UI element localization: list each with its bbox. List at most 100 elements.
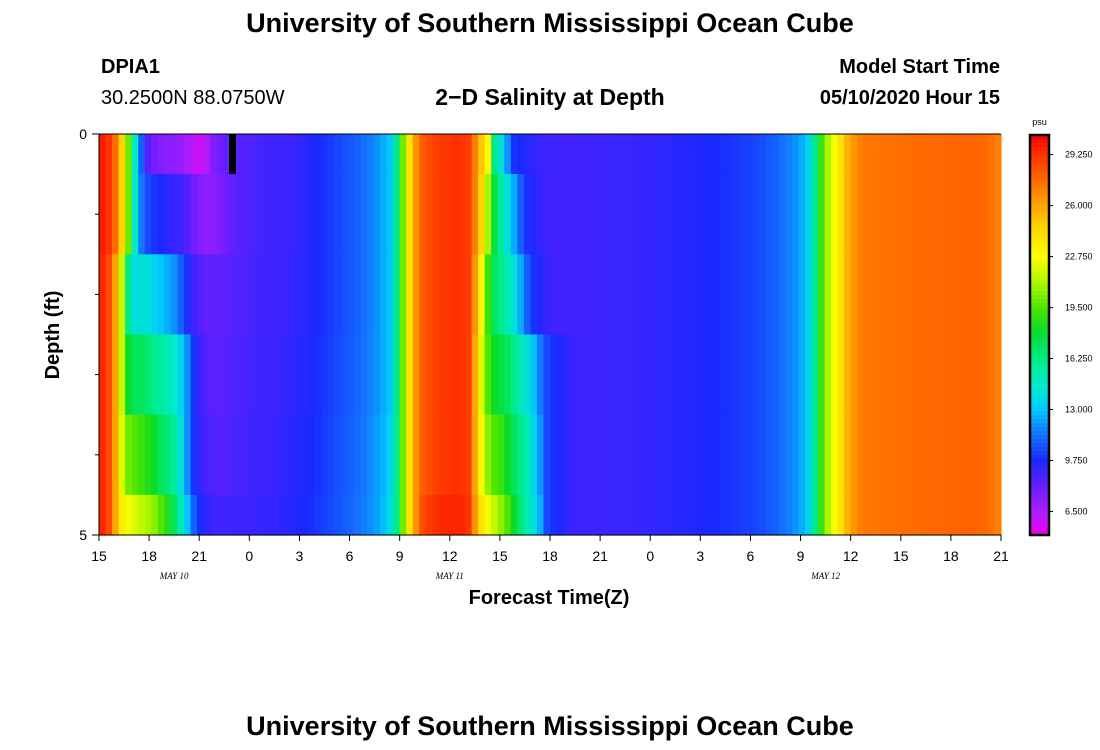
heatmap-cell — [563, 414, 571, 496]
heatmap-cell — [471, 254, 479, 336]
heatmap-cell — [471, 494, 479, 536]
x-tick-label: 18 — [943, 548, 959, 564]
heatmap-cell — [249, 134, 257, 175]
heatmap-cell — [733, 414, 741, 496]
heatmap-cell — [700, 494, 708, 536]
heatmap-cell — [334, 334, 342, 416]
colorbar-segment — [1030, 455, 1049, 460]
heatmap-cell — [164, 174, 172, 255]
heatmap-cell — [661, 334, 669, 416]
heatmap-cell — [543, 414, 551, 496]
heatmap-cell — [242, 494, 250, 536]
heatmap-cell — [236, 254, 244, 336]
colorbar-segment — [1030, 315, 1049, 320]
heatmap-cell — [569, 334, 577, 416]
heatmap-cell — [478, 134, 486, 175]
heatmap-cell — [203, 134, 211, 175]
heatmap-cell — [713, 134, 721, 175]
heatmap-cell — [380, 334, 388, 416]
heatmap-cell — [687, 414, 695, 496]
heatmap-cell — [523, 414, 531, 496]
heatmap-cell — [791, 334, 799, 416]
heatmap-cell — [438, 334, 447, 416]
colorbar-segment — [1030, 175, 1049, 180]
heatmap-cell — [478, 174, 486, 255]
heatmap-cell — [425, 334, 433, 416]
heatmap-cell — [961, 254, 969, 336]
heatmap-cell — [216, 494, 224, 536]
heatmap-cell — [157, 174, 165, 255]
heatmap-cell — [425, 174, 433, 255]
heatmap-cell — [275, 174, 283, 255]
colorbar-segment — [1030, 251, 1049, 256]
heatmap-cell — [399, 494, 407, 536]
heatmap-cell — [563, 254, 571, 336]
colorbar-segment — [1030, 515, 1049, 520]
heatmap-cell — [857, 334, 865, 416]
heatmap-cell — [654, 134, 662, 175]
heatmap-cell — [948, 494, 956, 536]
heatmap-cell — [438, 134, 447, 175]
colorbar-segment — [1030, 335, 1049, 340]
heatmap-cell — [883, 494, 891, 536]
colorbar-segment — [1030, 311, 1049, 316]
heatmap-cell — [164, 414, 172, 496]
heatmap-cell — [510, 254, 518, 336]
heatmap-cell — [752, 254, 760, 336]
heatmap-cell — [536, 334, 545, 416]
heatmap-cell — [373, 494, 381, 536]
heatmap-cell — [353, 414, 362, 496]
heatmap-cell — [255, 174, 264, 255]
heatmap-cell — [183, 414, 192, 496]
heatmap-cell — [804, 254, 813, 336]
heatmap-cell — [772, 494, 780, 536]
heatmap-cell — [831, 134, 839, 175]
heatmap-cell — [824, 254, 832, 336]
heatmap-cell — [380, 134, 388, 175]
heatmap-cell — [197, 174, 205, 255]
heatmap-cell — [425, 134, 433, 175]
heatmap-cell — [183, 134, 192, 175]
heatmap-cell — [105, 174, 113, 255]
heatmap-cell — [236, 334, 244, 416]
heatmap-cell — [785, 134, 793, 175]
heatmap-cell — [680, 254, 688, 336]
heatmap-cell — [857, 414, 865, 496]
heatmap-cell — [255, 254, 264, 336]
heatmap-cell — [693, 174, 701, 255]
heatmap-cell — [517, 334, 525, 416]
heatmap-cell — [674, 254, 682, 336]
heatmap-cell — [177, 134, 185, 175]
heatmap-cell — [582, 494, 590, 536]
heatmap-cell — [543, 174, 551, 255]
colorbar-tick-label: 13.000 — [1065, 405, 1093, 415]
heatmap-cell — [340, 334, 348, 416]
heatmap-cell — [223, 174, 231, 255]
heatmap-cell — [282, 174, 290, 255]
heatmap-cell — [380, 414, 388, 496]
heatmap-cell — [131, 174, 139, 255]
heatmap-cell — [170, 334, 179, 416]
heatmap-cell — [582, 134, 590, 175]
heatmap-cell — [791, 414, 799, 496]
heatmap-cell — [125, 134, 133, 175]
heatmap-cell — [569, 134, 577, 175]
heatmap-cell — [719, 254, 728, 336]
heatmap-cell — [837, 134, 845, 175]
heatmap-cell — [589, 494, 597, 536]
heatmap-cell — [935, 134, 943, 175]
heatmap-cell — [406, 494, 414, 536]
heatmap-cell — [922, 134, 930, 175]
heatmap-cell — [844, 334, 852, 416]
heatmap-cell — [353, 134, 362, 175]
heatmap-cell — [733, 254, 741, 336]
heatmap-cell — [844, 134, 852, 175]
heatmap-cell — [922, 414, 930, 496]
heatmap-cell — [876, 494, 884, 536]
heatmap-cell — [151, 254, 159, 336]
heatmap-cell — [726, 494, 734, 536]
heatmap-cell — [556, 174, 564, 255]
heatmap-cell — [719, 334, 728, 416]
heatmap-cell — [105, 414, 113, 496]
